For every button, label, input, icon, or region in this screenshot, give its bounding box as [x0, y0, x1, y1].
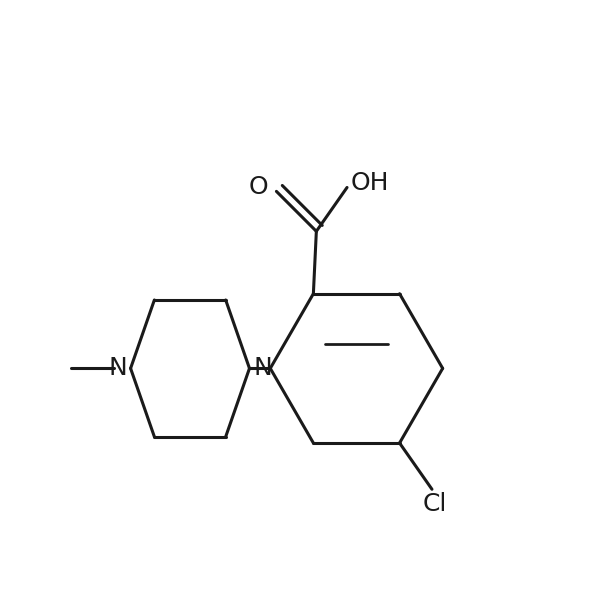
Text: N: N	[108, 356, 127, 380]
Text: Cl: Cl	[423, 492, 447, 516]
Text: OH: OH	[350, 171, 389, 195]
Text: O: O	[249, 175, 268, 199]
Text: N: N	[253, 356, 272, 380]
